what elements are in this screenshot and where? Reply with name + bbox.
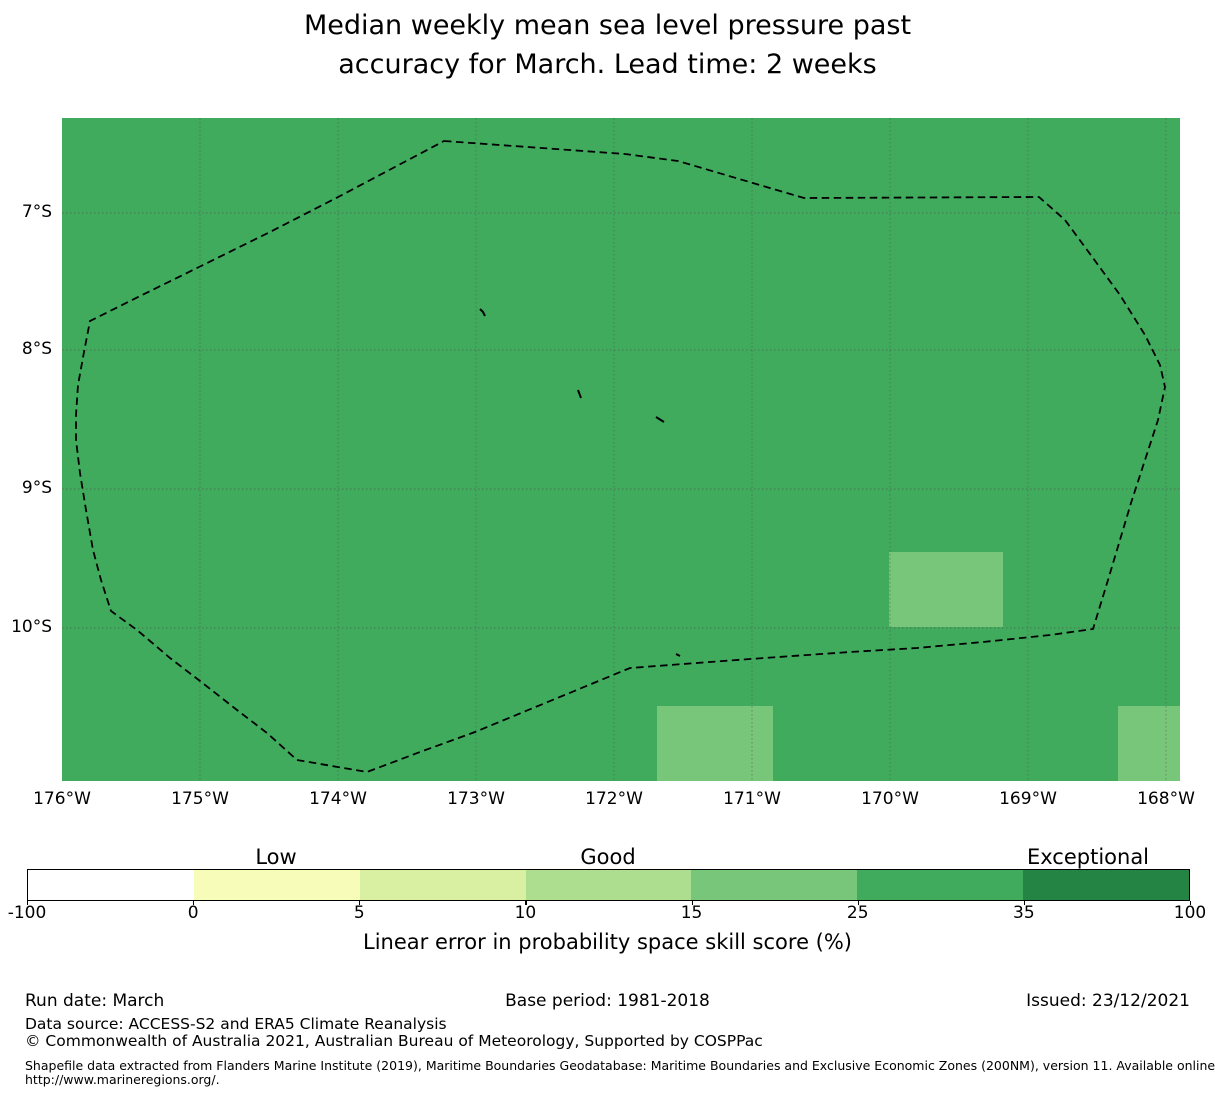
colorbar-segment <box>193 870 360 900</box>
lat-tick-label: 7°S <box>21 202 52 222</box>
colorbar-tick-label: 10 <box>514 903 537 923</box>
island-mark <box>675 653 681 657</box>
lon-tick-label: 170°W <box>861 789 919 809</box>
colorbar-segment <box>857 870 1024 900</box>
lon-tick-label: 168°W <box>1137 789 1195 809</box>
colorbar-category-label: Good <box>580 845 636 869</box>
colorbar-tick-label: 25 <box>846 903 869 923</box>
colorbar-tick-label: -100 <box>7 903 47 923</box>
lon-tick-label: 173°W <box>447 789 505 809</box>
colorbar-tick-mark <box>691 901 693 905</box>
copyright-text: © Commonwealth of Australia 2021, Austra… <box>25 1032 763 1050</box>
shapefile-attribution-line1: Shapefile data extracted from Flanders M… <box>25 1058 1215 1073</box>
sea-skill-base-region <box>62 118 1180 781</box>
colorbar-title: Linear error in probability space skill … <box>363 930 852 954</box>
lon-tick-label: 171°W <box>723 789 781 809</box>
colorbar-tick-mark <box>193 901 195 905</box>
issued-date-text: Issued: 23/12/2021 <box>1026 991 1190 1011</box>
skill-cell-lower-band <box>889 552 1003 627</box>
figure-title-line2: accuracy for March. Lead time: 2 weeks <box>338 49 877 80</box>
colorbar-category-label: Low <box>255 845 297 869</box>
lat-tick-label: 8°S <box>21 339 52 359</box>
colorbar-segment <box>28 870 194 900</box>
colorbar-segment <box>1023 870 1190 900</box>
lat-tick-label: 10°S <box>11 617 52 637</box>
lon-tick-label: 174°W <box>309 789 367 809</box>
colorbar-tick-label: 35 <box>1013 903 1035 923</box>
colorbar-tick-mark <box>359 901 361 905</box>
base-period-text: Base period: 1981-2018 <box>505 991 710 1011</box>
colorbar-tick-mark <box>27 901 29 905</box>
run-date-text: Run date: March <box>25 991 165 1011</box>
colorbar-segment <box>691 870 858 900</box>
skill-cell-lower-band <box>1118 706 1180 781</box>
colorbar <box>27 869 1190 901</box>
colorbar-segment <box>525 870 692 900</box>
colorbar-tick-label: 100 <box>1173 903 1207 923</box>
lon-tick-label: 172°W <box>585 789 643 809</box>
map-plot <box>62 118 1180 781</box>
figure-title-line1: Median weekly mean sea level pressure pa… <box>303 10 912 41</box>
colorbar-tick-label: 0 <box>187 903 199 923</box>
lon-tick-label: 169°W <box>999 789 1057 809</box>
data-source-text: Data source: ACCESS-S2 and ERA5 Climate … <box>25 1015 447 1033</box>
colorbar-tick-mark <box>857 901 859 905</box>
lat-tick-label: 9°S <box>21 478 52 498</box>
colorbar-tick-label: 5 <box>353 903 365 923</box>
colorbar-tick-mark <box>1190 901 1192 905</box>
colorbar-category-label: Exceptional <box>1026 845 1150 869</box>
skill-cell-lower-band <box>657 706 773 781</box>
figure-title: Median weekly mean sea level pressure pa… <box>0 6 1215 84</box>
island-mark <box>655 416 665 423</box>
colorbar-tick-mark <box>1023 901 1026 905</box>
lon-tick-label: 176°W <box>33 789 91 809</box>
colorbar-segment <box>359 870 526 900</box>
island-mark <box>577 389 582 399</box>
colorbar-tick-mark <box>525 901 527 905</box>
colorbar-tick-label: 15 <box>680 903 703 923</box>
lon-tick-label: 175°W <box>171 789 229 809</box>
shapefile-attribution-line2: http://www.marineregions.org/. <box>25 1072 220 1087</box>
eez-boundary-line <box>75 140 1166 773</box>
island-mark <box>479 308 486 317</box>
